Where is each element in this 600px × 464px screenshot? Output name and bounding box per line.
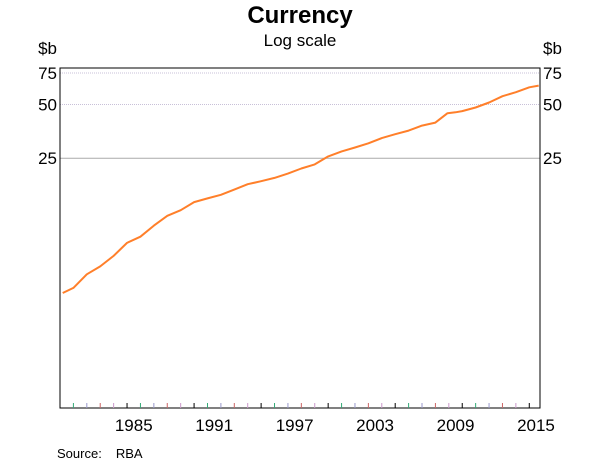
y-tick-left-75: 75 bbox=[38, 64, 57, 83]
y-tick-left-25: 25 bbox=[38, 149, 57, 168]
source-note: Source: RBA bbox=[57, 446, 157, 461]
y-unit-right: $b bbox=[543, 39, 562, 58]
series-line-0 bbox=[62, 84, 539, 294]
x-tick-label-1985: 1985 bbox=[115, 416, 153, 435]
source-value: RBA bbox=[115, 446, 143, 461]
x-tick-label-1997: 1997 bbox=[276, 416, 314, 435]
y-tick-right-75: 75 bbox=[543, 64, 562, 83]
x-tick-label-2009: 2009 bbox=[437, 416, 475, 435]
y-tick-right-50: 50 bbox=[543, 95, 562, 114]
x-tick-label-2003: 2003 bbox=[356, 416, 394, 435]
y-tick-left-50: 50 bbox=[38, 95, 57, 114]
plot-frame bbox=[59, 67, 541, 409]
x-tick-label-2015: 2015 bbox=[517, 416, 555, 435]
y-unit-left: $b bbox=[38, 39, 57, 58]
y-tick-right-25: 25 bbox=[543, 149, 562, 168]
chart-title: Currency bbox=[247, 2, 353, 29]
source-label: Source: bbox=[57, 446, 102, 461]
chart-subtitle: Log scale bbox=[263, 31, 337, 50]
x-tick-label-1991: 1991 bbox=[195, 416, 233, 435]
